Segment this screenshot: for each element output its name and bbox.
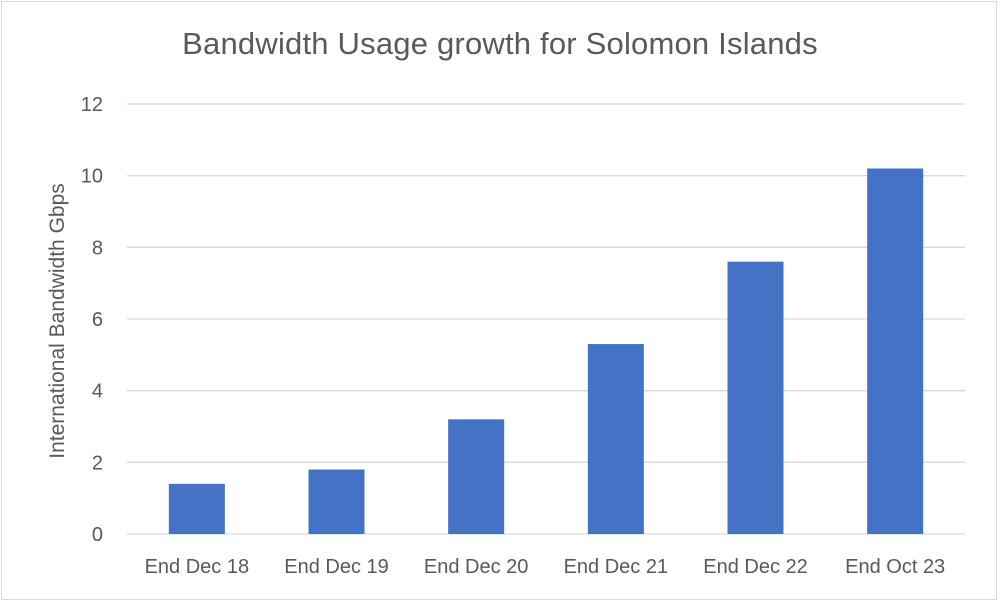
bar — [168, 483, 225, 534]
y-tick-label: 6 — [92, 309, 103, 331]
y-tick-label: 10 — [81, 166, 103, 188]
y-axis-label: International Bandwidth Gbps — [46, 183, 69, 459]
y-tick-label: 0 — [92, 524, 103, 546]
x-tick-label: End Dec 20 — [424, 556, 529, 578]
y-tick-label: 12 — [81, 94, 103, 116]
y-tick-labels: 0 2 4 6 8 10 12 — [81, 94, 103, 546]
x-tick-label: End Dec 22 — [703, 556, 808, 578]
bar — [587, 344, 644, 534]
y-tick-label: 2 — [92, 452, 103, 474]
bar — [308, 469, 365, 534]
x-tick-label: End Dec 18 — [145, 556, 250, 578]
bars — [168, 168, 924, 534]
x-tick-label: End Dec 19 — [284, 556, 389, 578]
bar — [727, 261, 784, 534]
chart-title: Bandwidth Usage growth for Solomon Islan… — [182, 26, 818, 61]
x-tick-label: End Dec 21 — [564, 556, 669, 578]
bar — [448, 419, 505, 534]
x-tick-labels: End Dec 18 End Dec 19 End Dec 20 End Dec 21… — [145, 556, 946, 578]
x-tick-label: End Oct 23 — [845, 556, 945, 578]
gridlines — [127, 103, 965, 535]
y-tick-label: 8 — [92, 237, 103, 259]
y-tick-label: 4 — [92, 381, 103, 403]
bar — [867, 168, 924, 534]
